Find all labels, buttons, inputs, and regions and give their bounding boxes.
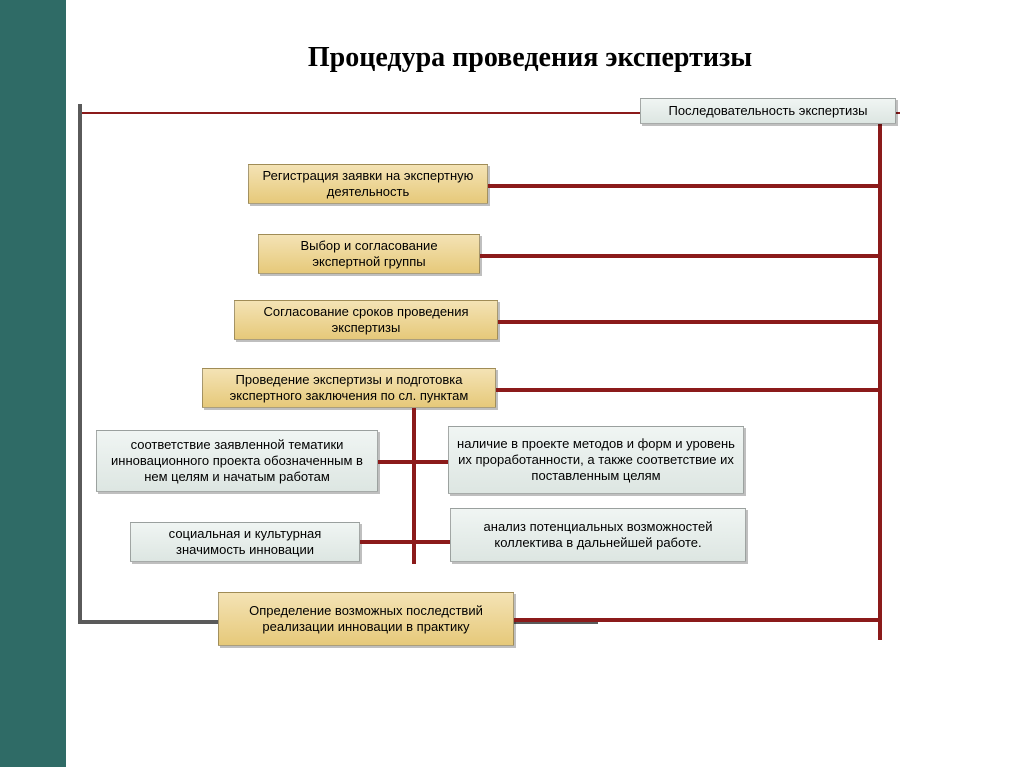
connector-branch-3 <box>498 320 882 324</box>
axis-vertical <box>78 104 82 624</box>
connector-branch-4 <box>496 388 882 392</box>
node-step-5: Определение возможных последствий реализ… <box>218 592 514 646</box>
node-sub-4d: анализ потенциальных возможностей коллек… <box>450 508 746 562</box>
node-root: Последовательность экспертизы <box>640 98 896 124</box>
connector-branch-2 <box>480 254 882 258</box>
node-step-3: Согласование сроков проведения экспертиз… <box>234 300 498 340</box>
connector-branch-1 <box>488 184 882 188</box>
node-step-4: Проведение экспертизы и подготовка экспе… <box>202 368 496 408</box>
node-sub-4b: наличие в проекте методов и форм и урове… <box>448 426 744 494</box>
node-sub-4b-label: наличие в проекте методов и форм и урове… <box>457 436 735 485</box>
node-sub-4a-label: соответствие заявленной тематики инновац… <box>105 437 369 486</box>
connector-subbranch-2 <box>360 540 450 544</box>
node-sub-4d-label: анализ потенциальных возможностей коллек… <box>459 519 737 552</box>
node-step-3-label: Согласование сроков проведения экспертиз… <box>243 304 489 337</box>
left-color-strip <box>0 0 66 767</box>
node-step-5-label: Определение возможных последствий реализ… <box>227 603 505 636</box>
node-sub-4c: социальная и культурная значимость иннов… <box>130 522 360 562</box>
page-title: Процедура проведения экспертизы <box>180 42 880 74</box>
connector-subbranch-1 <box>378 460 448 464</box>
node-root-label: Последовательность экспертизы <box>668 103 867 119</box>
node-step-2-label: Выбор и согласование экспертной группы <box>267 238 471 271</box>
node-step-2: Выбор и согласование экспертной группы <box>258 234 480 274</box>
node-sub-4c-label: социальная и культурная значимость иннов… <box>139 526 351 559</box>
connector-trunk <box>878 124 882 640</box>
node-sub-4a: соответствие заявленной тематики инновац… <box>96 430 378 492</box>
node-step-1: Регистрация заявки на экспертную деятель… <box>248 164 488 204</box>
node-step-1-label: Регистрация заявки на экспертную деятель… <box>257 168 479 201</box>
node-step-4-label: Проведение экспертизы и подготовка экспе… <box>211 372 487 405</box>
connector-branch-5 <box>514 618 882 622</box>
